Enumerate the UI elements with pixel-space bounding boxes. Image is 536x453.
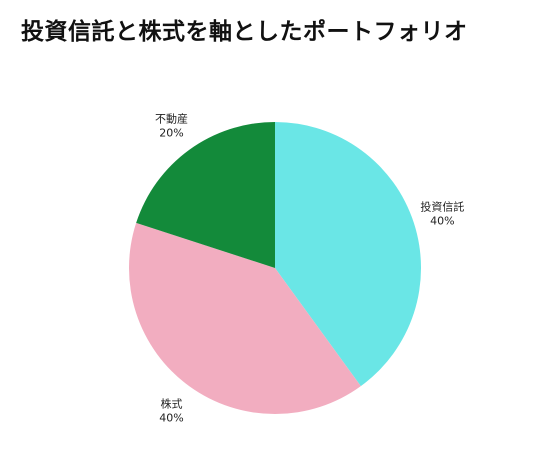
slice-label-name-1: 投資信託 bbox=[420, 200, 464, 214]
slice-label-value-3: 20% bbox=[159, 127, 183, 140]
pie-slice-2 bbox=[129, 222, 361, 415]
slice-label-value-2: 40% bbox=[159, 411, 183, 424]
chart-title: 投資信託と株式を軸としたポートフォリオ bbox=[21, 19, 468, 45]
slice-label-value-1: 40% bbox=[430, 215, 454, 228]
slice-label-name-3: 不動産 bbox=[155, 112, 188, 126]
pie-slice-3 bbox=[136, 122, 275, 268]
pie-slices bbox=[129, 122, 422, 415]
pie-slice-1 bbox=[275, 122, 422, 387]
slice-label-name-2: 株式 bbox=[161, 396, 183, 410]
